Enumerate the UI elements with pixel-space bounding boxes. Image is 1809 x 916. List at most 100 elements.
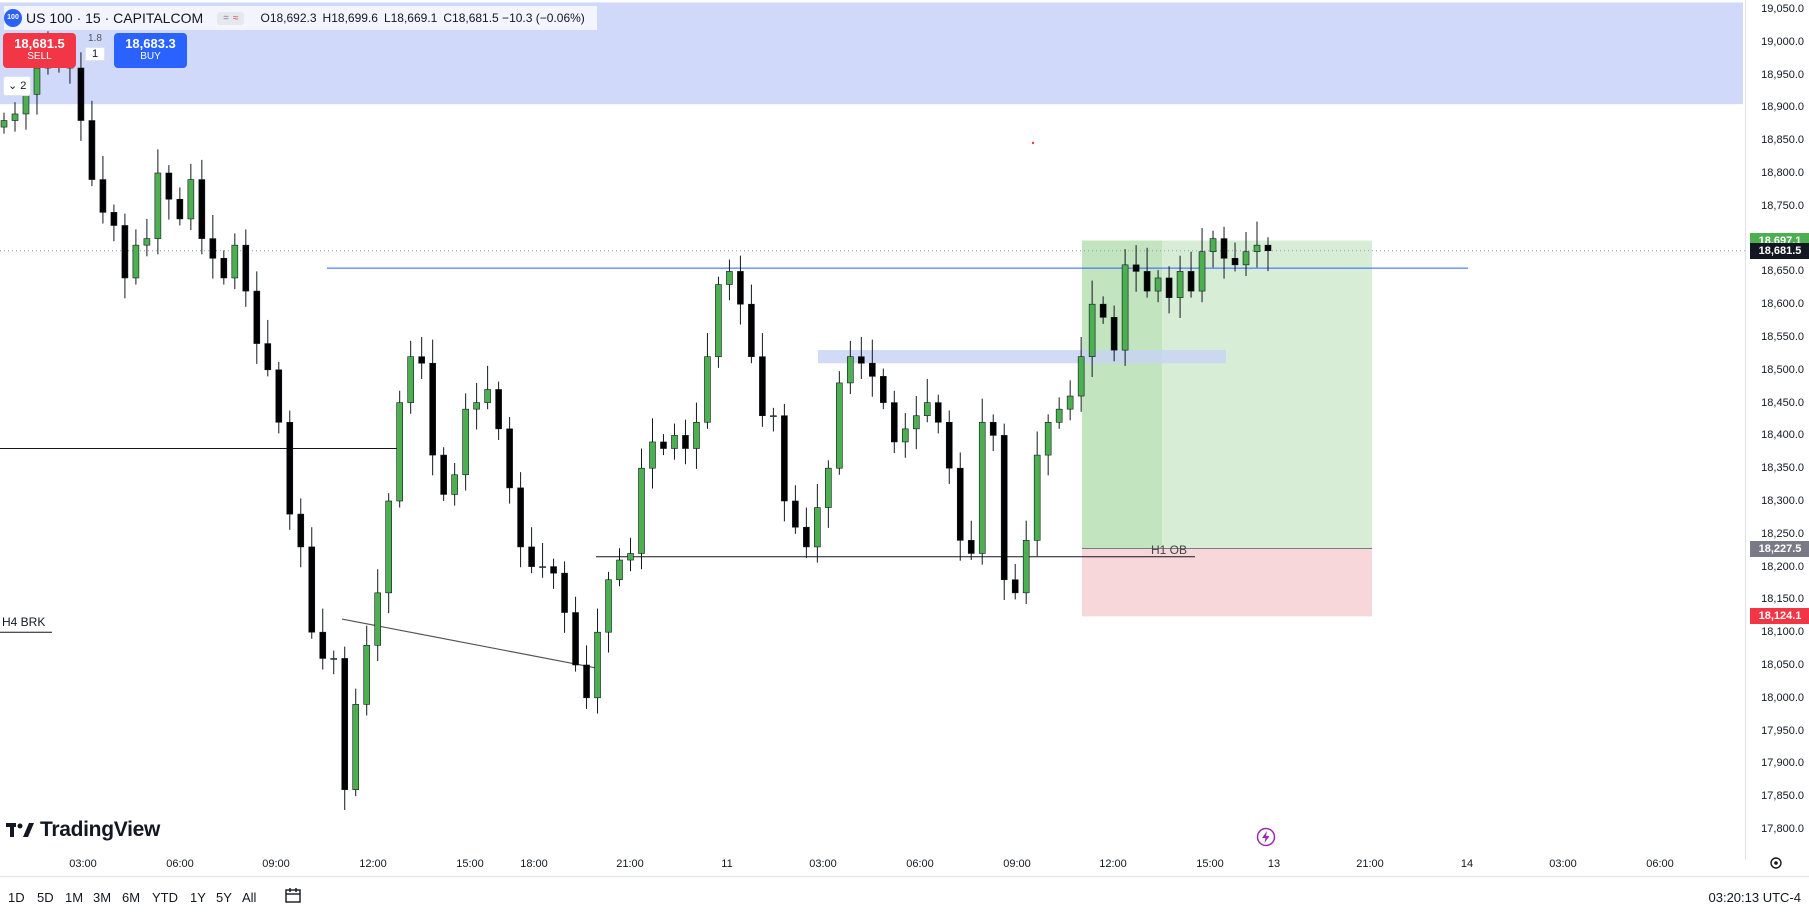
candle-body — [934, 402, 942, 423]
candle-body — [1011, 579, 1019, 594]
price-tick-label: 19,050.0 — [1761, 3, 1804, 15]
candle-body — [869, 362, 876, 377]
candle-body — [770, 415, 777, 418]
candle-body — [1066, 395, 1074, 410]
candle-body — [1209, 238, 1217, 253]
price-tick-label: 18,150.0 — [1761, 593, 1804, 606]
candle-body — [473, 402, 480, 410]
lightning-icon[interactable] — [1256, 827, 1276, 852]
price-tick-label: 18,750.0 — [1761, 199, 1804, 212]
legend-collapse-button[interactable]: ⌄ 2 — [3, 76, 32, 96]
candle-body — [22, 93, 30, 115]
candle-body — [912, 415, 920, 430]
candle-body — [978, 421, 986, 554]
candle-body — [484, 389, 491, 403]
range-1d-button[interactable]: 1D — [8, 890, 25, 905]
candle-body — [627, 553, 634, 561]
candle-body — [671, 435, 678, 449]
candle-body — [1121, 264, 1129, 351]
chart-plot-area[interactable] — [0, 0, 1745, 860]
candle-body — [286, 421, 294, 515]
range-1m-button[interactable]: 1M — [65, 890, 84, 905]
ohlc-low: L18,669.1 — [384, 11, 437, 25]
price-tick-label: 18,900.0 — [1761, 101, 1804, 114]
price-tick-label: 18,600.0 — [1761, 298, 1804, 311]
range-ytd-button[interactable]: YTD — [152, 890, 178, 905]
candlestick-chart[interactable] — [0, 0, 1745, 860]
price-axis[interactable]: 19,050.0 19,000.0 18,950.0 18,900.0 18,850.0… — [1745, 0, 1809, 860]
candle-body — [616, 559, 623, 581]
candle-body — [220, 257, 228, 279]
ohlc-low-label: L — [383, 11, 391, 25]
symbol-logo-icon[interactable]: 100 — [4, 9, 22, 27]
equal-icon[interactable]: = — [223, 12, 229, 24]
candle-body — [1165, 277, 1173, 298]
candle-body — [462, 408, 469, 476]
candle-body — [649, 441, 656, 469]
time-axis[interactable]: 03:00 06:00 09:00 12:00 15:00 18:00 21:00 11 03:… — [0, 852, 1809, 876]
candle-body — [297, 513, 305, 548]
candle-body — [517, 487, 524, 548]
settings-icon[interactable] — [1769, 856, 1783, 875]
sell-button[interactable]: 18,681.5 SELL — [3, 33, 76, 68]
ohlc-high: H18,699.6 — [323, 11, 378, 25]
candle-body — [407, 356, 414, 403]
candle-body — [264, 343, 272, 371]
candle-body — [1055, 408, 1063, 423]
zone-stop-loss — [1082, 548, 1372, 617]
ohlc-open-value: 18,692.3 — [269, 11, 317, 25]
range-3m-button[interactable]: 3M — [93, 890, 112, 905]
price-tick-label: 18,100.0 — [1761, 626, 1804, 639]
time-tick-label: 12:00 — [1099, 858, 1127, 870]
candle-body — [308, 546, 316, 633]
candle-body — [253, 290, 261, 344]
candle-body — [143, 238, 151, 246]
candle-body — [748, 303, 755, 357]
price-tick-label: 19,000.0 — [1761, 35, 1804, 48]
bottom-toolbar: 1D 5D 1M 3M 6M YTD 1Y 5Y All 03:20:13 UT… — [0, 876, 1809, 916]
candle-body — [154, 172, 162, 239]
price-tick-label: 18,000.0 — [1761, 691, 1804, 704]
date-range-icon[interactable] — [284, 887, 302, 910]
candle-body — [231, 244, 239, 279]
price-tick-label: 18,350.0 — [1761, 462, 1804, 475]
clock-display[interactable]: 03:20:13 UTC-4 — [1708, 890, 1802, 905]
candle-body — [825, 467, 832, 508]
candle-body — [1198, 251, 1206, 292]
range-6m-button[interactable]: 6M — [122, 890, 141, 905]
candle-body — [1000, 435, 1008, 581]
price-tick-label: 18,400.0 — [1761, 429, 1804, 442]
range-all-button[interactable]: All — [242, 890, 257, 905]
candle-body — [923, 402, 931, 417]
price-tick-label: 18,550.0 — [1761, 331, 1804, 343]
candle-body — [341, 658, 349, 790]
candle-body — [1022, 540, 1030, 594]
candle-body — [572, 612, 579, 666]
price-badge: 18,227.5 — [1750, 540, 1809, 557]
buy-label: BUY — [140, 51, 161, 62]
h1-ob-label[interactable]: H1 OB — [1151, 543, 1188, 557]
candle-body — [989, 421, 997, 436]
candle-body — [11, 113, 19, 121]
wave-icon[interactable]: ≈ — [232, 12, 239, 24]
candle-body — [945, 421, 953, 469]
range-5d-button[interactable]: 5D — [37, 890, 54, 905]
candle-body — [1220, 238, 1228, 259]
quantity-field[interactable]: 1 — [84, 47, 106, 61]
time-tick-label: 06:00 — [906, 858, 934, 870]
price-tick-label: 18,800.0 — [1761, 167, 1804, 179]
buy-button[interactable]: 18,683.3 BUY — [114, 33, 187, 68]
candle-body — [352, 704, 360, 790]
tradingview-logo[interactable]: TradingView — [6, 818, 160, 842]
candle-body — [890, 402, 898, 443]
range-1y-button[interactable]: 1Y — [190, 890, 206, 905]
symbol-title[interactable]: US 100 · 15 · CAPITALCOM — [26, 10, 204, 26]
range-5y-button[interactable]: 5Y — [216, 890, 232, 905]
candle-body — [374, 592, 382, 646]
candle-body — [176, 198, 184, 220]
h4-brk-label[interactable]: H4 BRK — [2, 615, 46, 629]
price-badge: 18,681.5 — [1750, 242, 1809, 259]
buy-price: 18,683.3 — [125, 36, 176, 51]
legend-indicator-pills[interactable]: = ≈ — [217, 11, 245, 25]
candle-body — [781, 415, 788, 502]
